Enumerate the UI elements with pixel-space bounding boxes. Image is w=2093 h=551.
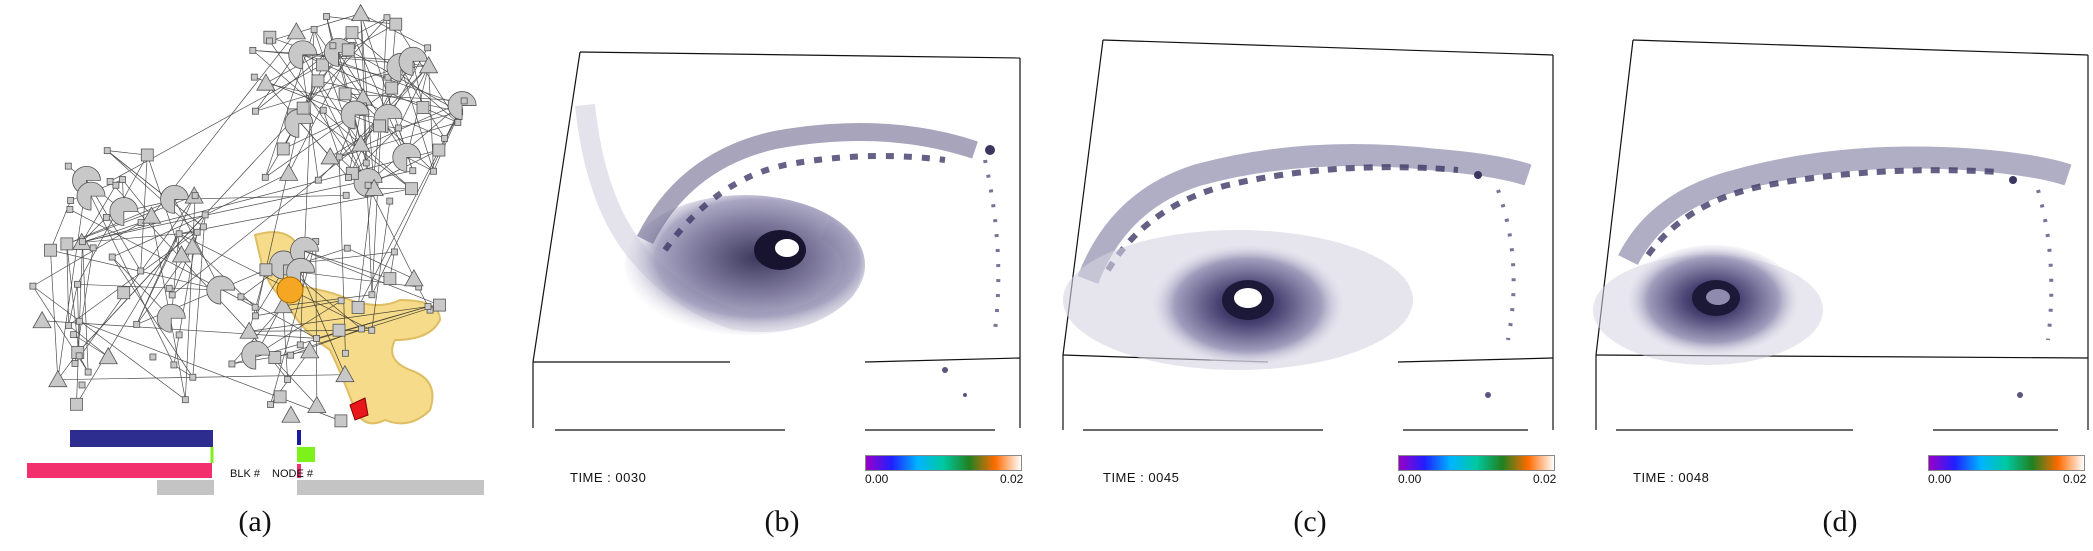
caption-d: (d) [1822, 505, 1858, 538]
colorbar-max-d: 0.02 [2063, 472, 2087, 486]
colorbar-min-b: 0.00 [865, 472, 889, 486]
time-label-d: TIME : 0048 [1633, 470, 1710, 485]
hurricane-b [575, 103, 1001, 397]
caption-c: (c) [1293, 505, 1327, 538]
hurricane-c [1063, 144, 1532, 398]
volume-panel-d: TIME : 0048 0.00 0.02 [1588, 0, 2093, 490]
time-label-c: TIME : 0045 [1103, 470, 1180, 485]
network-graph [27, 3, 484, 495]
caption-b: (b) [764, 505, 800, 538]
colorbar-b [865, 455, 1022, 471]
volume-panel-c: TIME : 0045 0.00 0.02 [1058, 0, 1568, 490]
volume-render-c [1062, 39, 1554, 431]
colorbar-c [1398, 455, 1555, 471]
graph-panel: BLK # NODE # [0, 0, 500, 495]
volume-render-d [1593, 39, 2089, 431]
time-label-b: TIME : 0030 [570, 470, 647, 485]
hurricane-d [1593, 146, 2072, 398]
blk-label: BLK # [230, 468, 260, 480]
volume-panel-b: TIME : 0030 0.00 0.02 [525, 0, 1035, 490]
node-label: NODE # [272, 468, 313, 480]
colorbar-max-c: 0.02 [1533, 472, 1557, 486]
graph-bars [27, 430, 484, 495]
orange-node [276, 276, 304, 304]
colorbar-min-c: 0.00 [1398, 472, 1422, 486]
colorbar-max-b: 0.02 [1000, 472, 1024, 486]
red-node [349, 397, 369, 421]
graph-edges [32, 13, 465, 422]
graph-nodes [29, 3, 477, 428]
caption-a: (a) [238, 505, 272, 538]
colorbar-d [1928, 455, 2085, 471]
colorbar-min-d: 0.00 [1928, 472, 1952, 486]
volume-render-b [532, 51, 1021, 431]
